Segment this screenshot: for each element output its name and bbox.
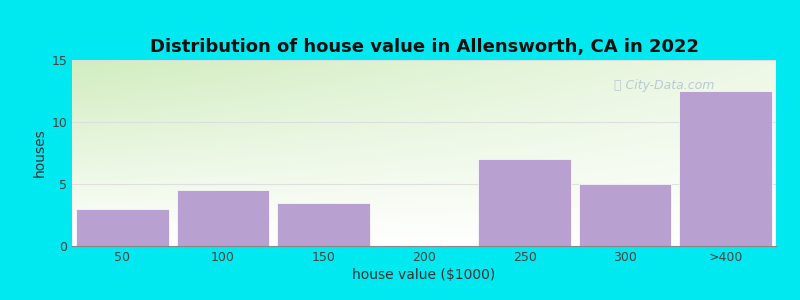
Text: ⓘ City-Data.com: ⓘ City-Data.com <box>614 79 714 92</box>
Bar <box>76 209 169 246</box>
Y-axis label: houses: houses <box>33 129 47 177</box>
Bar <box>177 190 269 246</box>
Title: Distribution of house value in Allensworth, CA in 2022: Distribution of house value in Allenswor… <box>150 38 698 56</box>
X-axis label: house value ($1000): house value ($1000) <box>352 268 496 282</box>
Bar <box>478 159 571 246</box>
Bar <box>579 184 671 246</box>
Bar <box>679 91 772 246</box>
Bar <box>277 202 370 246</box>
